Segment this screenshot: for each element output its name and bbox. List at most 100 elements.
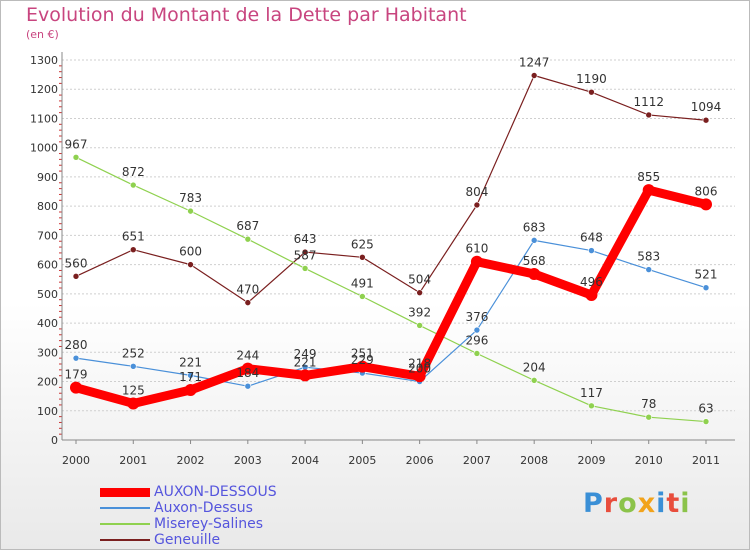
data-point (473, 201, 481, 209)
data-point (702, 284, 710, 292)
y-tick-labels: 0 100 200 300 400 500 600 700 800 900 1000 1100 1200… (30, 54, 58, 447)
data-label: 251 (351, 347, 374, 361)
y-tick-label: 1100 (30, 112, 58, 125)
legend-label: Miserey-Salines (154, 516, 264, 532)
x-tick-label: 2005 (348, 454, 376, 467)
data-label: 855 (637, 170, 660, 184)
legend-swatch (100, 507, 150, 509)
data-point (702, 418, 710, 425)
y-tick-label: 1200 (30, 83, 58, 96)
data-label: 783 (179, 191, 202, 205)
data-label: 117 (580, 386, 603, 400)
data-label: 806 (695, 184, 718, 198)
y-tick-label: 900 (37, 171, 58, 184)
y-tick-label: 0 (51, 434, 58, 447)
y-tick-label: 1000 (30, 142, 58, 155)
x-tick-label: 2000 (62, 454, 90, 467)
x-tick-label: 2003 (234, 454, 262, 467)
data-label: 200 (408, 362, 431, 376)
data-point (72, 154, 80, 161)
data-point (359, 254, 366, 261)
data-point (356, 360, 369, 373)
data-label: 470 (236, 283, 259, 297)
logo-letter: P (583, 488, 604, 519)
data-label: 392 (408, 305, 431, 319)
legend-swatch (100, 539, 150, 541)
x-tick-label: 2004 (291, 454, 319, 467)
legend-swatch (100, 488, 150, 497)
x-tick-label: 2002 (177, 454, 205, 467)
data-label: 249 (294, 347, 317, 361)
data-label: 491 (351, 276, 374, 290)
legend-label: Geneuille (154, 532, 221, 548)
series-line-3 (75, 74, 707, 304)
legend-label: AUXON-DESSOUS (154, 484, 277, 500)
data-label: 504 (408, 273, 431, 287)
data-label: 967 (65, 137, 88, 151)
x-tick-label: 2008 (520, 454, 548, 467)
logo-letter: x (637, 488, 657, 519)
data-point (585, 289, 598, 302)
data-point (413, 370, 426, 383)
data-label: 1112 (633, 95, 664, 109)
y-tick-label: 700 (37, 229, 58, 242)
legend-swatch (100, 523, 150, 525)
data-label: 1094 (691, 100, 722, 114)
data-label: 229 (351, 353, 374, 367)
data-point (301, 265, 309, 272)
data-label: 184 (236, 366, 259, 380)
data-label: 643 (294, 232, 317, 246)
data-point (184, 384, 197, 397)
data-label: 687 (236, 219, 259, 233)
data-label: 179 (65, 368, 88, 382)
data-point (244, 299, 252, 306)
data-point (530, 72, 538, 79)
y-tick-label: 500 (37, 288, 58, 301)
data-point (530, 377, 538, 384)
data-label: 125 (122, 383, 145, 397)
data-label: 587 (294, 248, 317, 262)
x-tick-label: 2009 (577, 454, 605, 467)
x-tick-label: 2007 (463, 454, 491, 467)
logo-letter: i (680, 488, 691, 519)
data-point (473, 350, 481, 357)
data-point (187, 207, 194, 215)
data-label: 496 (580, 275, 603, 289)
data-point (72, 354, 80, 362)
data-point (129, 246, 137, 254)
data-point (359, 293, 366, 300)
data-point (416, 322, 423, 329)
data-label: 625 (351, 237, 374, 251)
x-tick-label: 2011 (692, 454, 720, 467)
data-label: 171 (179, 370, 202, 384)
data-label: 600 (179, 245, 202, 259)
data-point (530, 237, 538, 244)
axes (59, 52, 735, 444)
data-point (187, 372, 194, 379)
chart-title: Evolution du Montant de la Dette par Hab… (26, 4, 467, 26)
data-label: 221 (179, 355, 202, 369)
x-tick-label: 2010 (635, 454, 663, 467)
data-label: 218 (408, 356, 431, 370)
data-label: 280 (65, 338, 88, 352)
series-line-2 (75, 156, 707, 423)
series-lines (71, 74, 711, 423)
data-label: 63 (698, 402, 713, 416)
data-point (645, 266, 653, 273)
x-tick-label: 2001 (119, 454, 147, 467)
chart-subtitle: (en €) (26, 28, 59, 41)
data-point (241, 362, 254, 375)
logo-letter: r (603, 488, 619, 519)
data-point (187, 261, 194, 268)
y-tick-label: 300 (37, 346, 58, 359)
series-points (70, 72, 712, 425)
data-label: 376 (465, 310, 488, 324)
data-point (645, 111, 653, 119)
data-point (588, 247, 595, 254)
data-point (244, 235, 252, 243)
data-point (642, 184, 655, 197)
data-point (645, 413, 653, 421)
data-label: 610 (465, 242, 488, 256)
data-label: 204 (523, 360, 546, 374)
